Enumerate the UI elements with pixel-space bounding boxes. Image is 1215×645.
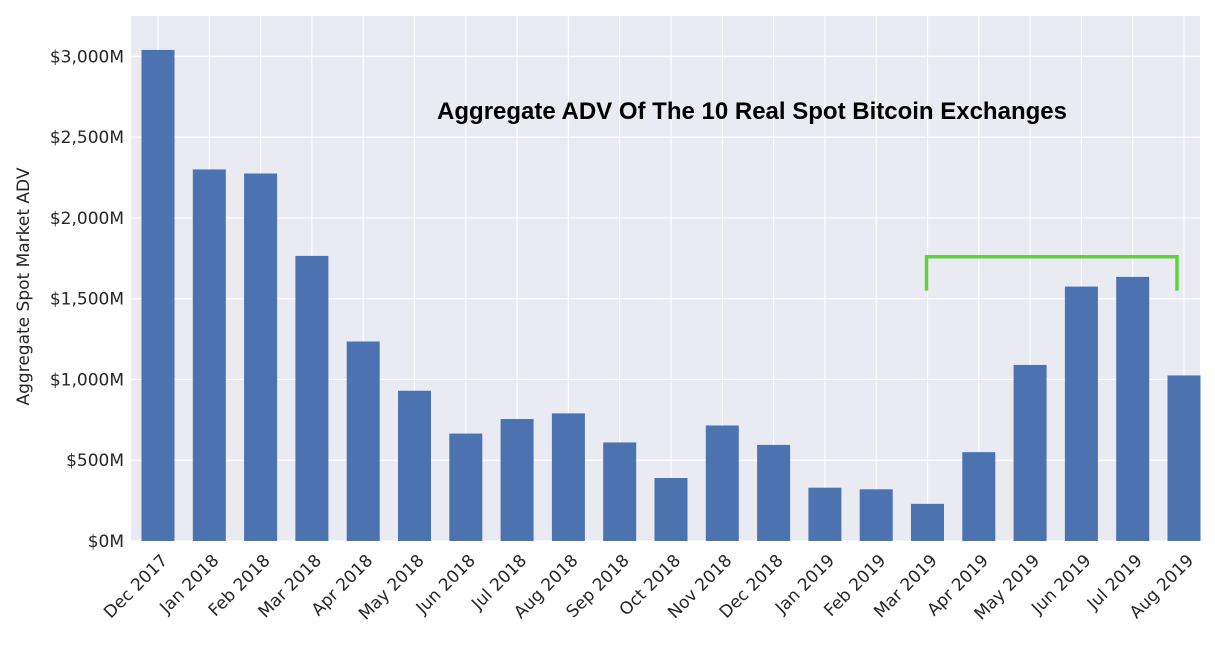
y-tick-label: $1,500M: [50, 290, 124, 310]
bar-jul-2019: [1116, 276, 1150, 541]
y-tick-label: $0M: [88, 532, 124, 552]
bar-jun-2019: [1064, 286, 1098, 541]
bar-aug-2019: [1167, 375, 1201, 541]
bar-apr-2019: [962, 452, 996, 541]
bar-jan-2018: [192, 169, 226, 541]
bar-aug-2018: [551, 413, 585, 541]
y-tick-label: $1,000M: [50, 370, 124, 390]
bar-dec-2017: [141, 49, 175, 542]
y-axis-ticks: $0M $500M $1,000M $1,500M $2,000M $2,500M $3,0…: [50, 47, 124, 552]
y-tick-label: $500M: [66, 451, 124, 471]
y-tick-label: $2,500M: [50, 128, 124, 148]
chart-title: Aggregate ADV Of The 10 Real Spot Bitcoi…: [437, 98, 1067, 125]
bar-jan-2019: [808, 487, 842, 541]
y-axis-label: Aggregate Spot Market ADV: [14, 167, 34, 405]
bar-dec-2018: [757, 444, 791, 541]
bar-jul-2018: [500, 419, 534, 541]
bars: [141, 49, 1201, 542]
bar-sep-2018: [603, 442, 637, 541]
bar-jun-2018: [449, 433, 483, 541]
y-tick-label: $2,000M: [50, 209, 124, 229]
bar-mar-2019: [911, 503, 944, 541]
bar-apr-2018: [346, 341, 380, 541]
bar-may-2018: [398, 390, 431, 541]
bar-feb-2018: [244, 173, 278, 541]
x-tick-label: Dec 2017: [100, 551, 172, 623]
bar-feb-2019: [859, 489, 893, 541]
highlight-bracket: [924, 254, 1179, 291]
bar-mar-2018: [295, 255, 329, 541]
highlight-bracket-line: [924, 254, 1179, 291]
bar-may-2019: [1013, 364, 1047, 541]
bar-nov-2018: [705, 425, 739, 541]
bar-oct-2018: [654, 478, 688, 541]
y-tick-label: $3,000M: [50, 47, 124, 67]
